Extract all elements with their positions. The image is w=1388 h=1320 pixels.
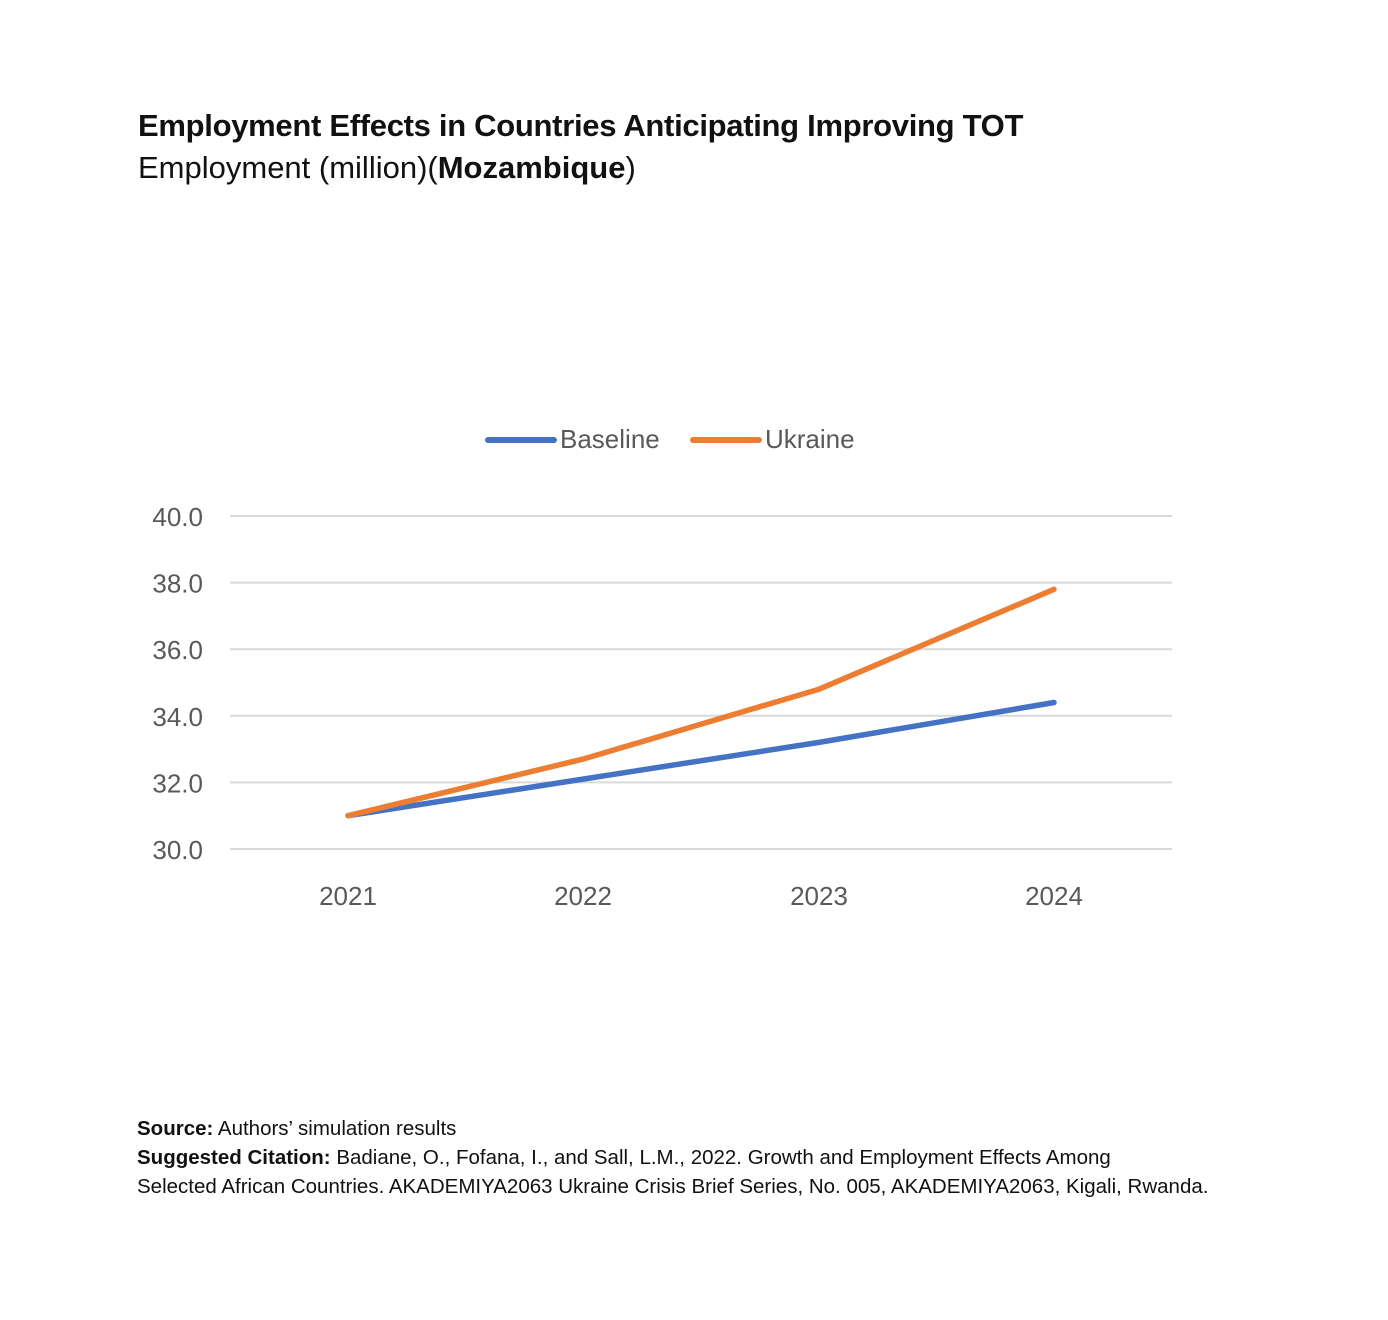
- series-line-baseline: [345, 699, 1057, 819]
- citation-line-1: Suggested Citation: Badiane, O., Fofana,…: [137, 1143, 1208, 1172]
- subtitle-country: Mozambique: [437, 150, 626, 185]
- x-tick-label: 2024: [1025, 881, 1083, 911]
- y-tick-label: 38.0: [152, 569, 203, 599]
- citation-label: Suggested Citation:: [137, 1146, 331, 1169]
- subtitle-suffix: ): [625, 150, 636, 185]
- source-line: Source: Authors’ simulation results: [137, 1114, 1208, 1143]
- citation-line-2: Selected African Countries. AKADEMIYA206…: [137, 1175, 1209, 1198]
- y-tick-label: 34.0: [152, 702, 203, 732]
- chart-gridlines: [230, 515, 1172, 850]
- legend-label-ukraine: Ukraine: [765, 424, 855, 454]
- source-label: Source:: [137, 1117, 214, 1140]
- citation-text-1: Badiane, O., Fofana, I., and Sall, L.M.,…: [336, 1146, 1111, 1169]
- legend-label-baseline: Baseline: [560, 424, 660, 454]
- y-tick-label: 30.0: [152, 835, 203, 865]
- source-text: Authors’ simulation results: [217, 1117, 457, 1140]
- x-axis-ticks: 2021 2022 2023 2024: [319, 881, 1083, 911]
- y-tick-label: 32.0: [152, 768, 203, 798]
- y-tick-label: 36.0: [152, 635, 203, 665]
- series-line-ukraine: [345, 586, 1057, 819]
- chart-series: [345, 586, 1057, 819]
- chart-legend: Baseline Ukraine: [485, 424, 855, 454]
- y-axis-ticks: 40.0 38.0 36.0 34.0 32.0 30.0: [152, 502, 203, 865]
- x-tick-label: 2021: [319, 881, 377, 911]
- footer: Source: Authors’ simulation results Sugg…: [137, 1114, 1208, 1201]
- subtitle-prefix: Employment (million)(: [138, 150, 438, 185]
- chart-title: Employment Effects in Countries Anticipa…: [138, 108, 1024, 143]
- chart-subtitle: Employment (million)(Mozambique): [138, 150, 636, 186]
- line-chart: Baseline Ukraine 40.0 38.0 36.0 34.0 32.0 30.0…: [152, 424, 1172, 911]
- x-tick-label: 2022: [554, 881, 612, 911]
- y-tick-label: 40.0: [152, 502, 203, 532]
- x-tick-label: 2023: [790, 881, 848, 911]
